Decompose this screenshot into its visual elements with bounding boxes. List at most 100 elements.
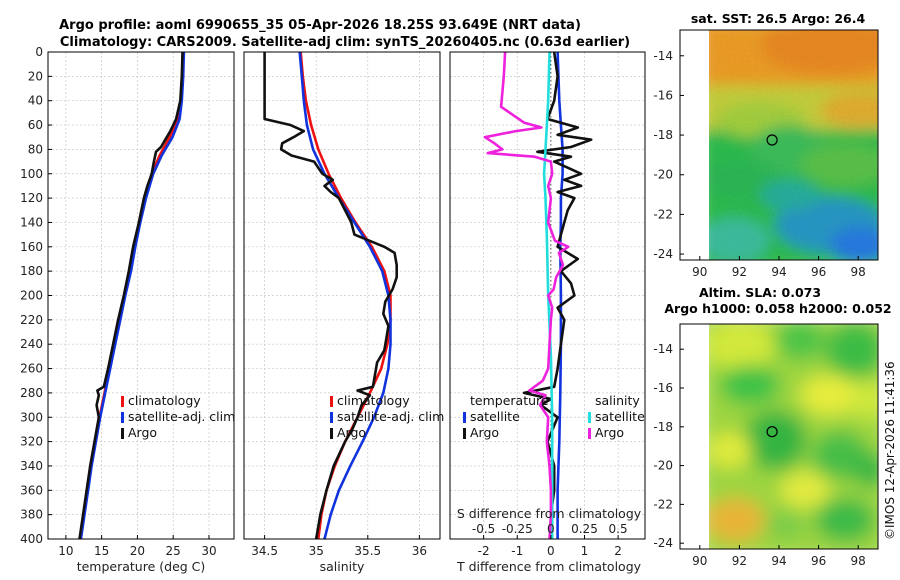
legend-swatch-climatology xyxy=(121,396,124,407)
x-tick-label: 15 xyxy=(94,544,109,558)
x-tick-label: 10 xyxy=(58,544,73,558)
x-tick-label: 20 xyxy=(130,544,145,558)
y-tick-label: -20 xyxy=(653,168,673,182)
difference-panel: -2 -1 0 1 2 -0.5 -0.25 0 0.25 0.5 T difference f… xyxy=(449,51,646,574)
y-tick-label: -24 xyxy=(653,536,673,550)
argo-marker xyxy=(766,426,778,438)
y-tick-label: 0 xyxy=(35,45,43,59)
argo-marker xyxy=(766,134,778,146)
sla-map: Altim. SLA: 0.073 Argo h1000: 0.058 h200… xyxy=(653,285,891,568)
y-tick-label: -24 xyxy=(653,247,673,261)
secondary-x-tick-label: -0.5 xyxy=(472,522,495,536)
y-tick-label: 220 xyxy=(20,313,43,327)
x-tick-label: 35.5 xyxy=(354,544,381,558)
legend-label-temp-argo: Argo xyxy=(470,425,499,440)
x-tick-label: -1 xyxy=(511,544,523,558)
legend-swatch-sal-argo xyxy=(588,428,591,439)
sla-map-title: Altim. SLA: 0.073 xyxy=(699,285,821,300)
sst-map: sat. SST: 26.5 Argo: 26.4 xyxy=(653,11,879,279)
sla-map-mask xyxy=(680,324,709,549)
series-line-satellite-adj-clim xyxy=(79,52,186,539)
y-tick-label: -16 xyxy=(653,88,673,102)
legend-label-climatology: climatology xyxy=(128,393,201,408)
sla-heatmap xyxy=(709,324,878,549)
y-tick-label: 320 xyxy=(20,435,43,449)
figure-title-line2: Climatology: CARS2009. Satellite-adj cli… xyxy=(60,35,630,50)
legend-label-sal-satellite: satellite xyxy=(595,409,645,424)
x-tick-label: 34.5 xyxy=(251,544,278,558)
salinity-xlabel: salinity xyxy=(320,559,365,574)
y-tick-label: 160 xyxy=(20,240,43,254)
x-tick-label: 90 xyxy=(692,554,707,568)
series-line-salinity-satellite xyxy=(542,52,554,539)
y-tick-label: 380 xyxy=(20,508,43,522)
y-tick-label: 40 xyxy=(28,94,43,108)
difference-secondary-xlabel: S difference from climatology xyxy=(457,506,642,521)
y-tick-label: 280 xyxy=(20,386,43,400)
y-tick-label: 80 xyxy=(28,142,43,156)
x-tick-label: 94 xyxy=(771,554,786,568)
y-tick-label: 200 xyxy=(20,289,43,303)
temperature-xlabel: temperature (deg C) xyxy=(77,559,206,574)
legend-label-climatology: climatology xyxy=(337,393,410,408)
legend-swatch-temp-satellite xyxy=(463,412,466,423)
x-tick-label: 25 xyxy=(166,544,181,558)
x-tick-label: 2 xyxy=(614,544,622,558)
y-tick-label: 60 xyxy=(28,118,43,132)
y-tick-label: 400 xyxy=(20,532,43,546)
secondary-x-tick-label: 0 xyxy=(547,522,555,536)
secondary-x-tick-label: 0.25 xyxy=(571,522,598,536)
series-line-argo xyxy=(78,52,184,539)
x-tick-label: 0 xyxy=(547,544,555,558)
legend-label-satellite: satellite-adj. clim xyxy=(128,409,235,424)
sst-map-title: sat. SST: 26.5 Argo: 26.4 xyxy=(691,11,866,26)
y-tick-label: -18 xyxy=(653,420,673,434)
x-tick-label: 35 xyxy=(309,544,324,558)
figure-title-line1: Argo profile: aoml 6990655_35 05-Apr-202… xyxy=(59,18,581,33)
legend-swatch-climatology xyxy=(330,396,333,407)
x-tick-label: 90 xyxy=(692,265,707,279)
copyright-timestamp: ©IMOS 12-Apr-2026 11:41:36 xyxy=(883,361,897,540)
temperature-panel: 0 20 40 60 80 100 120 140 160 180 200 220 240 260 280 3… xyxy=(20,45,235,574)
y-tick-label: -20 xyxy=(653,459,673,473)
sla-map-subtitle: Argo h1000: 0.058 h2000: 0.052 xyxy=(664,301,891,316)
y-tick-label: -22 xyxy=(653,207,673,221)
series-line-salinity-argo xyxy=(483,52,570,539)
y-tick-label: 20 xyxy=(28,69,43,83)
x-tick-label: 36 xyxy=(412,544,427,558)
y-tick-label: 360 xyxy=(20,483,43,497)
x-tick-label: 30 xyxy=(201,544,216,558)
y-tick-label: 260 xyxy=(20,362,43,376)
x-tick-label: 92 xyxy=(732,554,747,568)
legend-label-sal-argo: Argo xyxy=(595,425,624,440)
y-tick-label: -14 xyxy=(653,342,673,356)
x-tick-label: 98 xyxy=(851,265,866,279)
legend-swatch-sal-satellite xyxy=(588,412,591,423)
x-tick-label: 92 xyxy=(732,265,747,279)
x-tick-label: 94 xyxy=(771,265,786,279)
difference-xlabel: T difference from climatology xyxy=(456,559,642,574)
legend-swatch-satellite xyxy=(121,412,124,423)
y-tick-label: 240 xyxy=(20,337,43,351)
salinity-legend: climatology satellite-adj. clim Argo xyxy=(330,393,444,440)
legend-label-argo: Argo xyxy=(337,425,366,440)
x-tick-label: 1 xyxy=(581,544,589,558)
y-tick-label: 300 xyxy=(20,410,43,424)
x-tick-label: 98 xyxy=(851,554,866,568)
legend-group-salinity: salinity xyxy=(595,393,640,408)
difference-legend: temperature satellite Argo salinity sate… xyxy=(463,393,645,440)
y-tick-label: -14 xyxy=(653,49,673,63)
y-tick-label: 140 xyxy=(20,215,43,229)
temperature-legend: climatology satellite-adj. clim Argo xyxy=(121,393,235,440)
series-line-climatology xyxy=(78,52,185,539)
legend-group-temperature: temperature xyxy=(470,393,549,408)
y-tick-label: 100 xyxy=(20,167,43,181)
sst-map-mask xyxy=(680,30,709,260)
y-tick-label: -16 xyxy=(653,381,673,395)
series-line-argo xyxy=(263,52,399,539)
legend-label-satellite: satellite-adj. clim xyxy=(337,409,444,424)
x-tick-label: 96 xyxy=(811,265,826,279)
salinity-panel: 34.5 35 35.5 36 salinity climatology satell… xyxy=(243,51,444,574)
legend-label-argo: Argo xyxy=(128,425,157,440)
